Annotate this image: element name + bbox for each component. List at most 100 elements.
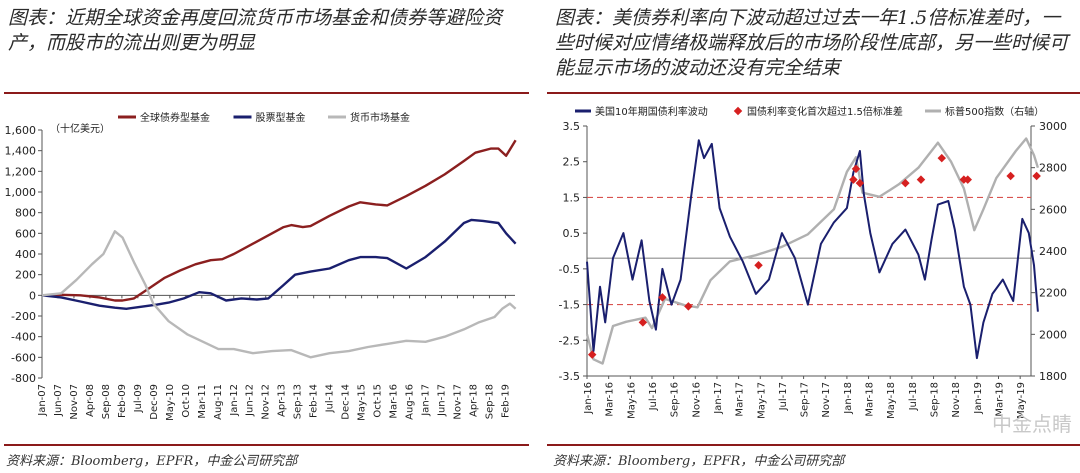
left-legend-label: 股票型基金 bbox=[256, 111, 306, 124]
right-x-tick-label: Sep-18 bbox=[930, 382, 941, 417]
left-chart-panel: 图表：近期全球资金再度回流货币市场基金和债券等避险资产，而股市的流出则更为明显 … bbox=[0, 0, 533, 473]
left-y-tick-label: 1,400 bbox=[5, 145, 37, 158]
right-left-tick-label: -1.5 bbox=[559, 299, 580, 312]
left-x-tick-label: Jan-07 bbox=[37, 384, 48, 417]
right-x-tick-label: Sep-17 bbox=[800, 382, 811, 417]
left-x-tick-label: Jul-14 bbox=[325, 384, 336, 413]
left-y-tick-label: 800 bbox=[15, 207, 36, 220]
left-legend-label: 全球债券型基金 bbox=[140, 111, 210, 124]
left-y-tick-label: 400 bbox=[15, 248, 36, 261]
right-x-tick-label: Jul-16 bbox=[648, 382, 659, 411]
left-x-tick-label: Dec-14 bbox=[341, 384, 352, 420]
right-x-tick-label: May-19 bbox=[1016, 382, 1027, 419]
left-x-tick-label: Apr-13 bbox=[277, 384, 288, 417]
left-y-tick-label: -400 bbox=[11, 331, 36, 344]
right-source-note: 资料来源：Bloomberg，EPFR，中金公司研究部 bbox=[553, 454, 845, 469]
right-right-tick-label: 2000 bbox=[1039, 328, 1067, 341]
left-x-tick-label: Jan-12 bbox=[229, 384, 240, 417]
left-y-tick-label: -800 bbox=[11, 372, 36, 385]
left-x-tick-label: Aug-11 bbox=[213, 384, 224, 420]
left-x-tick-label: Feb-09 bbox=[117, 384, 128, 418]
left-x-tick-label: Aug-16 bbox=[405, 384, 416, 420]
left-x-tick-label: Sep-08 bbox=[101, 384, 112, 419]
right-chart-title: 图表：美债券利率向下波动超过过去一年1.5倍标准差时，一些时候对应情绪极端释放后… bbox=[555, 7, 1069, 79]
right-x-tick-label: May-17 bbox=[756, 382, 767, 419]
right-right-tick-label: 2400 bbox=[1039, 245, 1067, 258]
left-x-tick-label: Nov-17 bbox=[452, 384, 463, 420]
left-x-tick-label: Apr-08 bbox=[85, 384, 96, 417]
right-left-tick-label: 3.5 bbox=[563, 120, 581, 133]
right-right-tick-label: 2600 bbox=[1039, 203, 1067, 216]
right-x-tick-label: Sep-16 bbox=[670, 382, 681, 417]
left-series-line-2 bbox=[41, 230, 517, 359]
right-signal-marker bbox=[855, 178, 865, 188]
right-series-line-rate bbox=[586, 139, 1039, 360]
right-x-tick-label: Jan-17 bbox=[713, 382, 724, 415]
left-x-tick-label: Nov-07 bbox=[69, 384, 80, 420]
right-x-tick-label: May-16 bbox=[626, 382, 637, 419]
right-legend-label: 美国10年期国债利率波动 bbox=[595, 105, 708, 118]
left-x-tick-label: Dec-09 bbox=[149, 384, 160, 420]
left-x-tick-label: Jun-12 bbox=[245, 384, 256, 417]
left-x-tick-label: Sep-18 bbox=[484, 384, 495, 419]
left-y-tick-label: 0 bbox=[29, 289, 36, 302]
right-x-tick-label: Jan-19 bbox=[973, 382, 984, 415]
right-signal-marker bbox=[916, 175, 926, 184]
left-chart-svg: 1,600 1,400 1,200 1,000 800 600 400 200 0 -200 -40… bbox=[5, 111, 517, 421]
right-legend-swatch bbox=[733, 106, 743, 116]
right-left-tick-label: 0.5 bbox=[563, 227, 581, 240]
right-x-tick-label: Nov-16 bbox=[691, 382, 702, 418]
right-left-tick-label: -0.5 bbox=[559, 263, 580, 276]
right-x-tick-label: Jan-18 bbox=[843, 382, 854, 415]
right-x-tick-label: Nov-18 bbox=[951, 382, 962, 418]
left-x-tick-label: Mar-11 bbox=[197, 384, 208, 419]
left-unit-label: （十亿美元） bbox=[50, 122, 110, 135]
right-legend-label: 标普500指数（右轴） bbox=[945, 105, 1044, 118]
right-signal-marker bbox=[587, 350, 597, 359]
right-signal-marker bbox=[684, 302, 693, 311]
left-x-tick-label: May-15 bbox=[357, 384, 368, 421]
left-x-tick-label: Oct-15 bbox=[373, 384, 384, 418]
right-series-line-sp500 bbox=[585, 137, 1040, 365]
left-x-tick-label: Jun-07 bbox=[53, 384, 64, 417]
right-signal-marker bbox=[1006, 171, 1015, 181]
right-signal-marker bbox=[754, 261, 763, 270]
right-x-tick-label: Mar-18 bbox=[865, 382, 876, 417]
right-right-tick-label: 1800 bbox=[1039, 370, 1067, 383]
left-y-tick-label: 1,000 bbox=[5, 186, 37, 199]
right-x-tick-label: Jul-17 bbox=[778, 382, 789, 411]
left-x-tick-label: Jan-17 bbox=[421, 384, 432, 417]
right-left-tick-label: 1.5 bbox=[563, 191, 581, 204]
right-x-tick-label: Nov-17 bbox=[821, 382, 832, 418]
left-source-rule bbox=[4, 444, 529, 446]
left-x-tick-label: Mar-16 bbox=[389, 384, 400, 419]
right-legend-label: 国债利率变化首次超过1.5倍标准差 bbox=[747, 105, 903, 118]
left-x-tick-label: Jul-09 bbox=[133, 384, 144, 413]
right-x-tick-label: Mar-16 bbox=[605, 382, 616, 417]
right-x-tick-label: Jan-16 bbox=[583, 382, 594, 415]
left-title-rule bbox=[4, 92, 529, 94]
left-y-tick-label: 200 bbox=[15, 269, 36, 282]
left-y-tick-label: -200 bbox=[11, 310, 36, 323]
left-x-tick-label: Jun-17 bbox=[436, 384, 447, 417]
right-title-rule bbox=[547, 92, 1080, 94]
left-legend-label: 货币市场基金 bbox=[350, 111, 410, 124]
left-y-tick-label: 600 bbox=[15, 227, 36, 240]
left-y-tick-label: 1,600 bbox=[5, 124, 37, 137]
right-left-tick-label: 2.5 bbox=[563, 156, 581, 169]
left-y-tick-label: -600 bbox=[11, 351, 36, 364]
left-x-tick-label: Apr-18 bbox=[468, 384, 479, 417]
left-x-tick-label: May-10 bbox=[165, 384, 176, 421]
right-left-tick-label: -3.5 bbox=[559, 370, 580, 383]
left-x-tick-label: Feb-14 bbox=[309, 384, 320, 418]
right-signal-marker bbox=[658, 293, 667, 302]
left-chart-title: 图表：近期全球资金再度回流货币市场基金和债券等避险资产，而股市的流出则更为明显 bbox=[8, 7, 503, 54]
right-x-tick-label: May-18 bbox=[886, 382, 897, 419]
right-x-tick-label: Jul-18 bbox=[908, 382, 919, 411]
left-x-tick-label: Nov-12 bbox=[261, 384, 272, 420]
right-right-tick-label: 3000 bbox=[1039, 120, 1067, 133]
right-right-tick-label: 2200 bbox=[1039, 287, 1067, 300]
left-series-line-0 bbox=[41, 139, 517, 302]
right-x-tick-label: Mar-17 bbox=[735, 382, 746, 417]
left-x-tick-label: Feb-19 bbox=[500, 384, 511, 418]
